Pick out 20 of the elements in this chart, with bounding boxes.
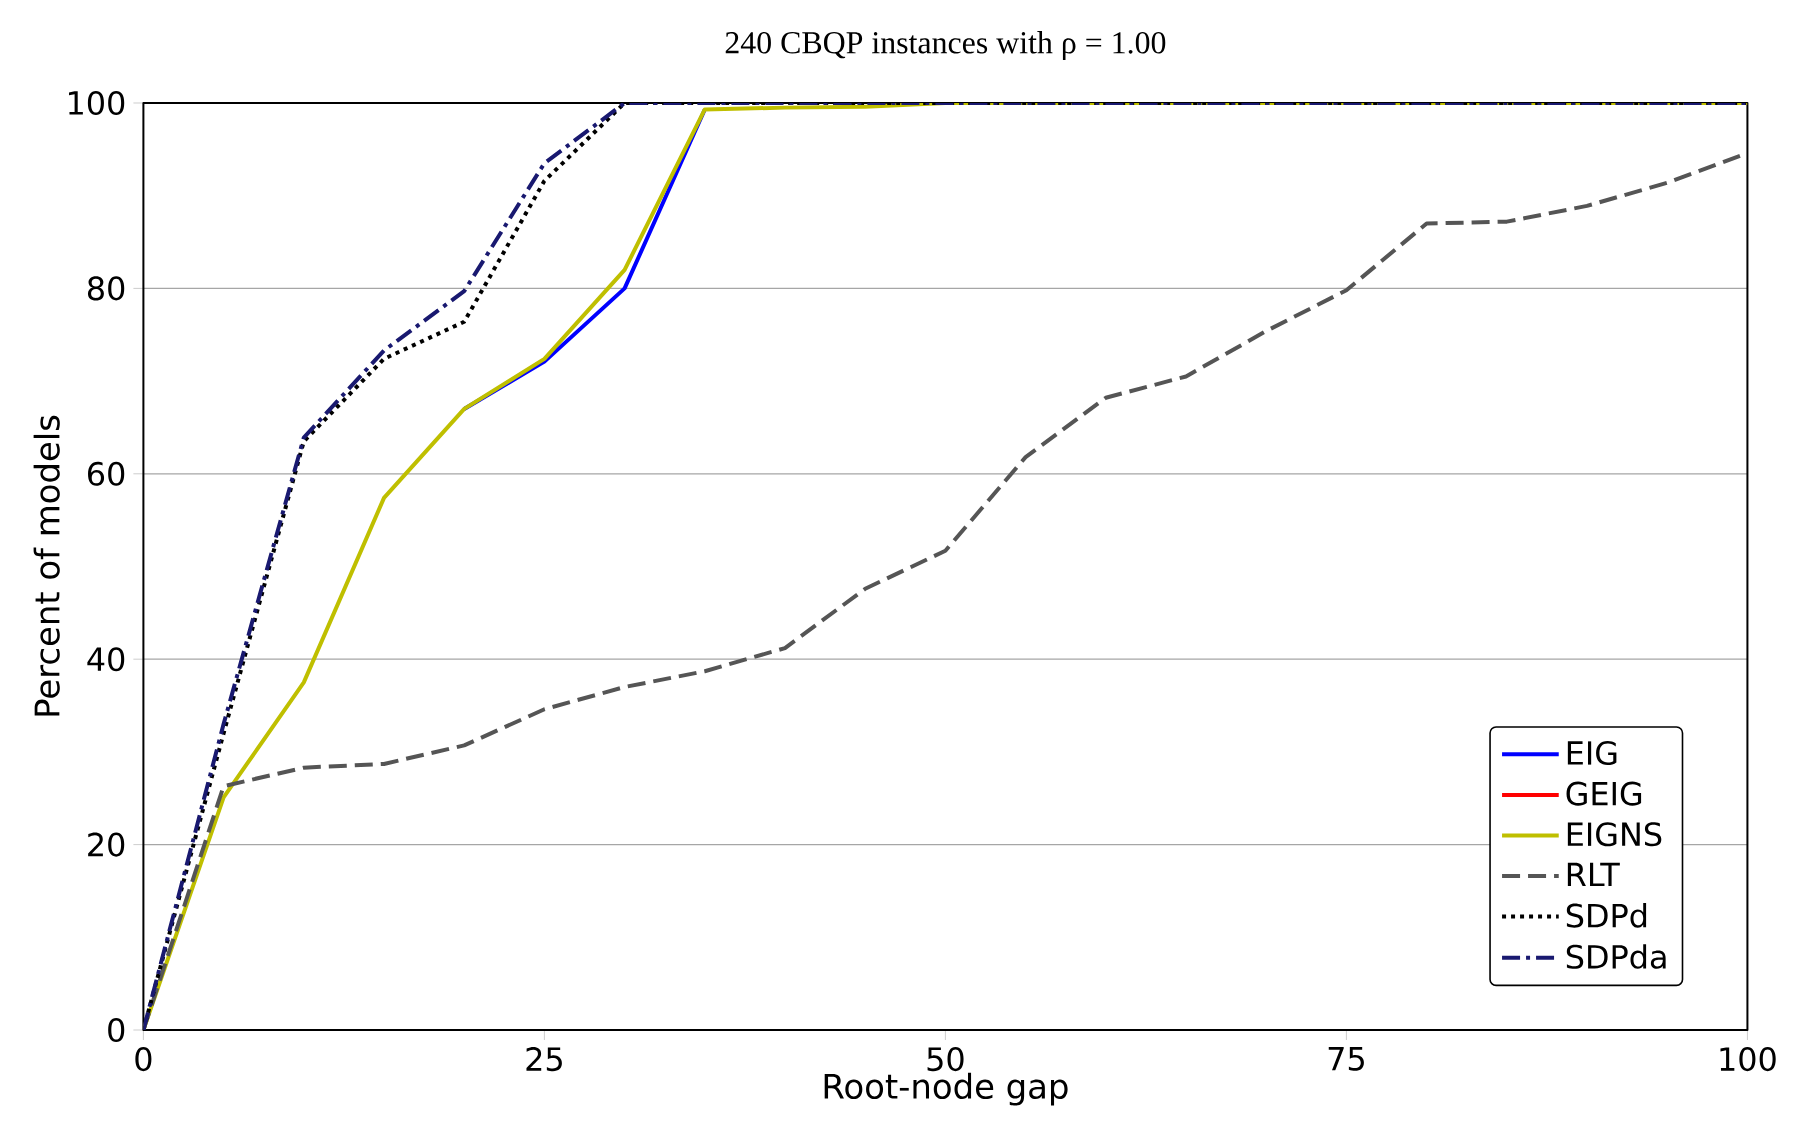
y-axis-title: Percent of models — [33, 415, 60, 716]
x-tick-label: 50 — [927, 1047, 964, 1072]
x-tick-label: 100 — [1720, 1047, 1776, 1072]
x-tick-label: 0 — [135, 1047, 152, 1072]
legend-label: EIG — [1567, 740, 1617, 766]
legend-label: RLT — [1567, 862, 1620, 887]
chart-title: 240 CBQP instances with ρ = 1.00 — [725, 31, 1166, 60]
legend-label: SDPda — [1566, 944, 1666, 969]
legend-label: GEIG — [1566, 781, 1642, 806]
y-tick-label: 40 — [87, 647, 125, 672]
y-tick-label: 60 — [88, 461, 125, 486]
y-tick-label: 100 — [69, 90, 125, 116]
x-axis-title: Root-node gap — [824, 1072, 1068, 1106]
x-tick-label: 75 — [1328, 1047, 1364, 1071]
legend-label: EIGNS — [1567, 822, 1662, 847]
x-tick-label: 25 — [526, 1047, 562, 1072]
y-tick-label: 20 — [88, 832, 125, 857]
legend-label: SDPd — [1566, 903, 1647, 928]
y-tick-label: 80 — [87, 276, 125, 301]
y-tick-label: 0 — [108, 1017, 125, 1043]
